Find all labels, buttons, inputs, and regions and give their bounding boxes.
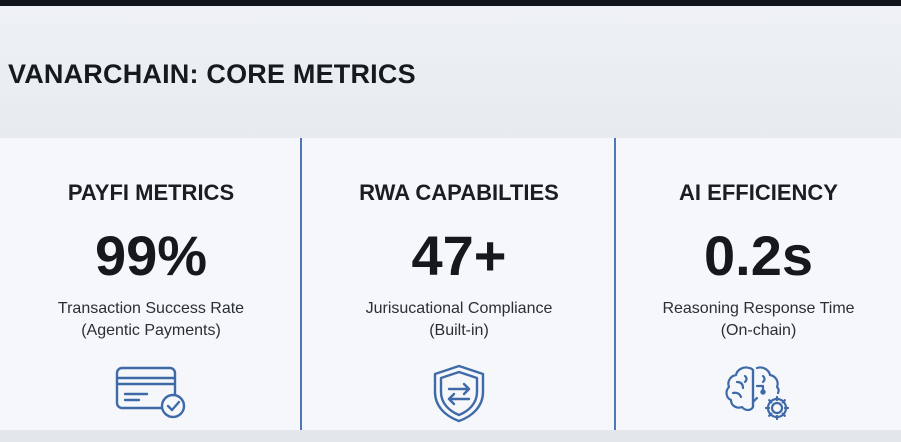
metric-description-line: (Built-in)	[429, 322, 489, 339]
metric-title: AI EFFICIENCY	[679, 180, 838, 205]
metric-value: 47+	[411, 224, 507, 287]
panel-divider	[614, 138, 616, 430]
metric-description-line: Transaction Success Rate	[57, 300, 245, 317]
footer-strip	[0, 430, 901, 442]
metric-title: PAYFI METRICS	[67, 180, 235, 205]
metric-description-line: (Agentic Payments)	[81, 322, 221, 339]
header: VANARCHAIN: CORE METRICS	[0, 6, 901, 138]
page-title: VANARCHAIN: CORE METRICS	[8, 59, 416, 89]
metric-value: 0.2s	[704, 224, 813, 287]
brain-gear-icon	[723, 362, 795, 429]
metric-panel-rwa: RWA CAPABILTIES 47+ Jurisucational Compl…	[302, 138, 616, 430]
shield-exchange-icon	[429, 362, 489, 429]
metric-title: RWA CAPABILTIES	[359, 180, 559, 205]
metric-description: Jurisucational Compliance (Built-in)	[302, 298, 616, 342]
metric-description-line: (On-chain)	[720, 322, 797, 339]
metric-description: Reasoning Response Time (On-chain)	[616, 298, 901, 342]
credit-card-check-icon	[113, 362, 189, 425]
metric-description-line: Reasoning Response Time	[662, 300, 855, 317]
metric-description: Transaction Success Rate (Agentic Paymen…	[0, 298, 302, 342]
metric-value: 99%	[94, 224, 208, 287]
metric-panel-ai: AI EFFICIENCY 0.2s Reasoning Response Ti…	[616, 138, 901, 430]
top-bar	[0, 0, 901, 6]
metrics-row: PAYFI METRICS 99% Transaction Success Ra…	[0, 138, 901, 430]
metric-panel-payfi: PAYFI METRICS 99% Transaction Success Ra…	[0, 138, 302, 430]
metric-description-line: Jurisucational Compliance	[365, 300, 553, 317]
panel-divider	[300, 138, 302, 430]
